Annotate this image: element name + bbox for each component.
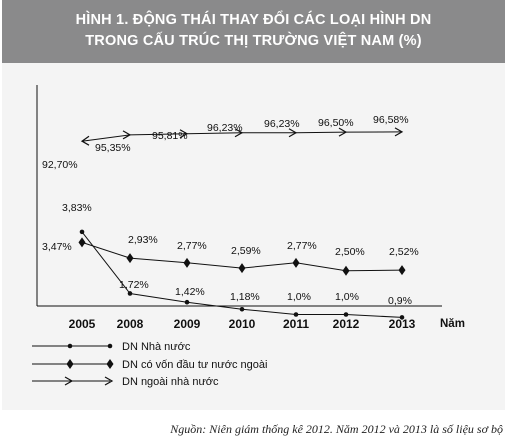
arrow-marker-dn-ngoai-nha-nuoc-0 [80, 135, 90, 146]
x-tick-label-2008: 2008 [117, 317, 144, 331]
data-label-dn-nha-nuoc-2009: 1,42% [175, 286, 205, 298]
dot-marker-dn-nha-nuoc-6 [399, 315, 405, 320]
legend-marker-arrow [64, 376, 74, 386]
data-label-dn-fdi-2011: 2,77% [287, 240, 317, 252]
data-label-dn-nha-nuoc-2005: 3,83% [62, 202, 92, 214]
data-label-dn-fdi-2010: 2,59% [231, 245, 261, 257]
data-label-dn-nha-nuoc-2011: 1,0% [287, 291, 311, 303]
x-tick-label-2012: 2012 [333, 317, 360, 331]
diamond-marker-dn-fdi-1 [126, 253, 134, 264]
data-label-dn-ngoai-nha-nuoc-2012: 96,50% [318, 117, 354, 129]
diamond-marker-dn-fdi-6 [398, 265, 406, 276]
figure-title-line-2: TRONG CẤU TRÚC THỊ TRƯỜNG VIỆT NAM (%) [85, 33, 422, 49]
legend-marker-arrow-2 [104, 376, 114, 386]
dot-marker-dn-nha-nuoc-1 [127, 291, 133, 296]
dot-marker-dn-nha-nuoc-3 [239, 306, 245, 312]
data-label-dn-nha-nuoc-2012: 1,0% [335, 291, 359, 303]
legend-marker-diamond [66, 359, 74, 369]
arrow-marker-dn-ngoai-nha-nuoc-1 [122, 130, 132, 140]
diamond-marker-dn-fdi-5 [342, 265, 350, 276]
dot-marker-dn-nha-nuoc-2 [184, 299, 190, 305]
data-label-dn-nha-nuoc-2013: 0,9% [388, 295, 412, 307]
data-label-dn-ngoai-nha-nuoc-2005: 92,70% [42, 159, 78, 171]
legend-marker-dot-2 [107, 343, 113, 349]
x-tick-label-2010: 2010 [229, 317, 256, 331]
line-chart: 2005 2008 2009 2010 2011 2012 2013 Năm 92,70% 95,… [32, 85, 465, 388]
legend-entry-1: DN có vốn đầu tư nước ngoài [122, 359, 267, 371]
x-tick-label-2005: 2005 [69, 317, 96, 331]
arrow-marker-dn-ngoai-nha-nuoc-6 [394, 127, 404, 137]
legend-marker-dot [67, 343, 73, 349]
data-label-dn-ngoai-nha-nuoc-2011: 96,23% [264, 118, 300, 130]
legend-entry-2: DN ngoài nhà nước [122, 376, 219, 388]
diamond-marker-dn-fdi-2 [183, 257, 191, 268]
data-label-dn-ngoai-nha-nuoc-2009: 95,81% [152, 130, 188, 142]
arrow-marker-dn-ngoai-nha-nuoc-5 [338, 127, 348, 137]
x-axis-label: Năm [440, 318, 465, 330]
data-label-dn-ngoai-nha-nuoc-2010: 96,23% [207, 122, 243, 134]
data-label-dn-fdi-2012: 2,50% [335, 246, 365, 258]
data-label-dn-nha-nuoc-2008: 1,72% [119, 279, 149, 291]
dot-marker-dn-nha-nuoc-4 [293, 312, 299, 317]
chart-frame: 2005 2008 2009 2010 2011 2012 2013 Năm 92,70% 95,… [2, 63, 505, 410]
source-note: Nguồn: Niên giám thống kê 2012. Năm 2012… [170, 422, 503, 436]
data-label-dn-fdi-2013: 2,52% [389, 246, 419, 258]
figure-title-line-1: HÌNH 1. ĐỘNG THÁI THAY ĐỔI CÁC LOẠI HÌNH… [75, 12, 432, 28]
data-label-dn-fdi-2008: 2,93% [128, 234, 158, 246]
x-tick-label-2009: 2009 [174, 317, 201, 331]
legend-entry-0: DN Nhà nước [122, 341, 191, 353]
diamond-marker-dn-fdi-0 [78, 237, 86, 248]
arrow-marker-dn-ngoai-nha-nuoc-3 [234, 128, 244, 138]
arrow-marker-dn-ngoai-nha-nuoc-2 [179, 129, 189, 139]
data-label-dn-ngoai-nha-nuoc-2008: 95,35% [95, 142, 131, 154]
legend-marker-diamond-2 [106, 359, 114, 369]
diamond-marker-dn-fdi-4 [292, 257, 300, 268]
x-tick-label-2013: 2013 [389, 317, 416, 331]
dot-marker-dn-nha-nuoc-5 [343, 312, 349, 317]
x-tick-label-2011: 2011 [283, 317, 309, 331]
data-label-dn-nha-nuoc-2010: 1,18% [230, 291, 260, 303]
data-label-dn-fdi-2005: 3,47% [42, 241, 72, 253]
dot-marker-dn-nha-nuoc-0 [79, 229, 85, 235]
figure-title: HÌNH 1. ĐỘNG THÁI THAY ĐỔI CÁC LOẠI HÌNH… [2, 0, 505, 63]
diamond-marker-dn-fdi-3 [238, 263, 246, 274]
arrow-marker-dn-ngoai-nha-nuoc-4 [288, 128, 298, 138]
data-label-dn-ngoai-nha-nuoc-2013: 96,58% [373, 114, 409, 126]
data-label-dn-fdi-2009: 2,77% [177, 240, 207, 252]
